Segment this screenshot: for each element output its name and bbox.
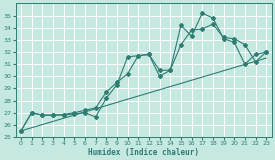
X-axis label: Humidex (Indice chaleur): Humidex (Indice chaleur) [88,148,199,156]
